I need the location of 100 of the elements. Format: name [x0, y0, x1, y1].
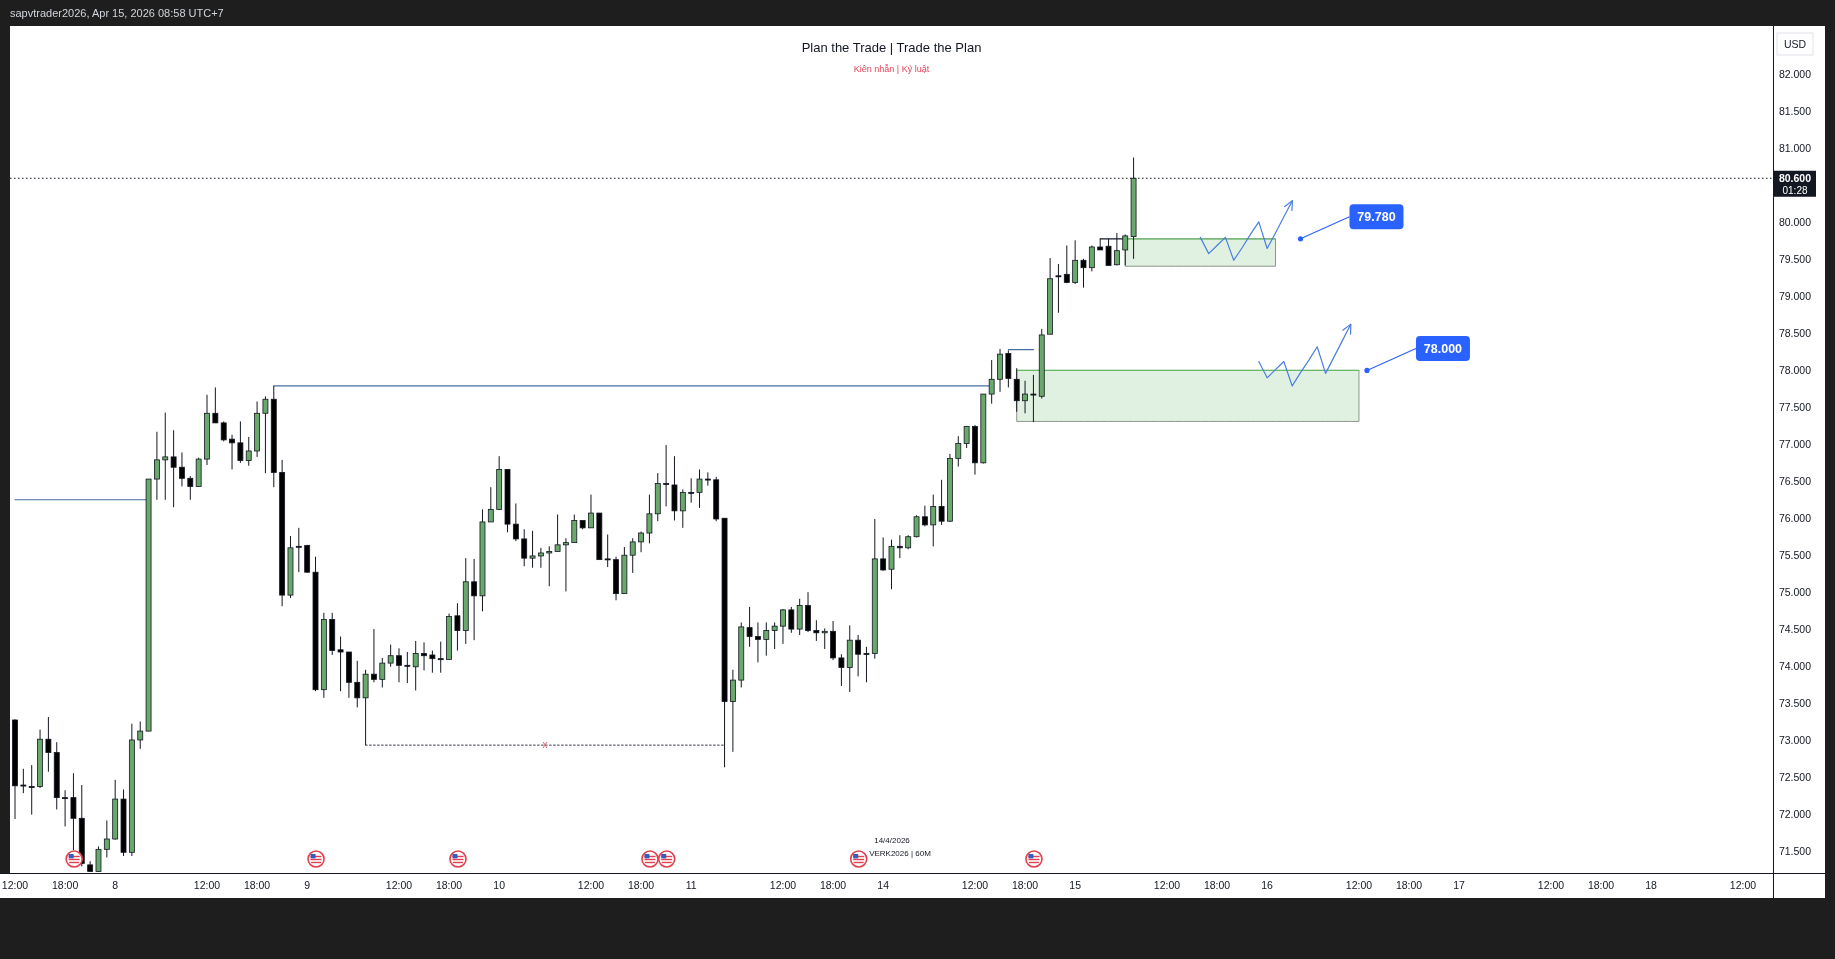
- candlestick: [379, 657, 386, 688]
- x-tick-label: 12:00: [1537, 879, 1565, 891]
- x-tick-label: 18:00: [1395, 879, 1423, 891]
- candlestick: [988, 359, 995, 405]
- candlestick: [604, 534, 611, 568]
- x-tick-label: 14: [877, 879, 890, 891]
- candlestick: [571, 514, 578, 544]
- candlestick: [813, 619, 820, 642]
- y-tick-label: 77.500: [1778, 401, 1812, 414]
- candlestick: [337, 635, 344, 692]
- candlestick: [1022, 380, 1028, 414]
- y-tick-label: 72.000: [1778, 807, 1812, 820]
- y-tick-label: 77.000: [1778, 438, 1812, 451]
- annotation: 79.780: [1357, 210, 1396, 225]
- y-axis-title: USD: [1783, 38, 1807, 50]
- y-tick-label: 81.500: [1778, 105, 1812, 118]
- y-tick-label: 73.000: [1778, 733, 1812, 746]
- candlestick: [763, 621, 770, 657]
- candlestick: [45, 716, 52, 773]
- ref-line-label: 80.600: [1778, 172, 1812, 185]
- x-tick-label: 12:00: [961, 879, 989, 891]
- candlestick: [529, 530, 536, 569]
- candlestick: [1030, 374, 1037, 423]
- candlestick: [437, 641, 444, 674]
- x-tick-label: 18:00: [627, 879, 655, 891]
- candlestick: [1080, 258, 1087, 289]
- candlestick: [512, 502, 519, 542]
- candlestick: [521, 528, 528, 567]
- y-tick-label: 74.500: [1778, 622, 1812, 635]
- candlestick: [137, 720, 144, 750]
- x-tick-label: 12:00: [1729, 879, 1757, 891]
- candlestick: [362, 669, 369, 746]
- x-tick-label: 9: [304, 879, 311, 891]
- x-tick-label: 18:00: [1203, 879, 1231, 891]
- candlestick: [546, 545, 553, 587]
- text: Plan the Trade | Trade the Plan: [801, 40, 982, 55]
- x-tick-label: 18: [1645, 879, 1658, 891]
- candlestick: [696, 468, 703, 509]
- x-tick-label: 12:00: [769, 879, 797, 891]
- y-tick-label: 81.000: [1778, 142, 1812, 155]
- x-tick-label: 18:00: [819, 879, 847, 891]
- candlestick: [154, 431, 160, 501]
- candlestick: [179, 451, 185, 487]
- candlestick: [454, 602, 461, 652]
- x-tick-label: 18:00: [51, 879, 79, 891]
- y-tick-label: 75.000: [1778, 585, 1812, 598]
- candlestick: [471, 558, 478, 641]
- candlestick: [646, 494, 653, 544]
- candlestick: [880, 536, 887, 572]
- candlestick: [788, 606, 795, 634]
- candlestick: [663, 444, 670, 507]
- y-tick-label: 79.500: [1778, 253, 1812, 266]
- x-tick-label: 12:00: [193, 879, 221, 891]
- candlestick: [888, 539, 895, 590]
- candlestick: [679, 488, 686, 529]
- candlestick: [170, 429, 177, 508]
- y-tick-label: 76.000: [1778, 511, 1812, 524]
- x-tick-label: 18:00: [243, 879, 271, 891]
- candlestick: [245, 436, 252, 467]
- candlestick: [1013, 367, 1020, 413]
- y-tick-label: 71.500: [1778, 844, 1812, 857]
- candlestick: [229, 434, 235, 470]
- candlestick: [746, 606, 753, 648]
- x-tick-label: 10: [493, 879, 506, 891]
- candlestick: [1063, 245, 1070, 284]
- candlestick: [396, 647, 402, 683]
- x-tick-label: 16: [1261, 879, 1274, 891]
- candlestick: [1072, 239, 1079, 285]
- y-tick-label: 74.000: [1778, 659, 1812, 672]
- candlestick: [563, 537, 569, 592]
- candlestick: [162, 412, 169, 501]
- candlestick: [62, 789, 68, 827]
- candlestick: [20, 768, 27, 794]
- candlestick: [780, 608, 786, 645]
- candlestick: [588, 494, 594, 529]
- candlestick: [863, 646, 870, 683]
- candlestick: [688, 477, 695, 504]
- annotation: x: [542, 739, 548, 751]
- x-tick-label: 8: [112, 879, 119, 891]
- candlestick: [938, 479, 945, 526]
- candlestick: [821, 627, 828, 650]
- candlestick: [896, 534, 903, 559]
- candlestick: [412, 640, 419, 691]
- x-tick-label: 18:00: [1587, 879, 1615, 891]
- candlestick: [404, 651, 411, 684]
- x-tick-label: 12:00: [1345, 879, 1373, 891]
- candlestick: [295, 527, 302, 573]
- candlestick: [629, 537, 636, 574]
- annotation: 14/4/2026: [874, 836, 911, 845]
- annotation: VERK2026 | 60M: [869, 849, 932, 858]
- y-tick-label: 78.500: [1778, 327, 1812, 340]
- text: Kiên nhẫn | Kỷ luật: [853, 64, 930, 74]
- annotation: 78.000: [1423, 341, 1463, 356]
- candlestick: [771, 621, 778, 650]
- candlestick: [704, 471, 711, 487]
- candlestick: [796, 598, 803, 636]
- candlestick: [103, 820, 110, 858]
- candlestick: [212, 386, 219, 424]
- candlestick: [838, 653, 845, 687]
- y-tick-label: 72.500: [1778, 770, 1812, 783]
